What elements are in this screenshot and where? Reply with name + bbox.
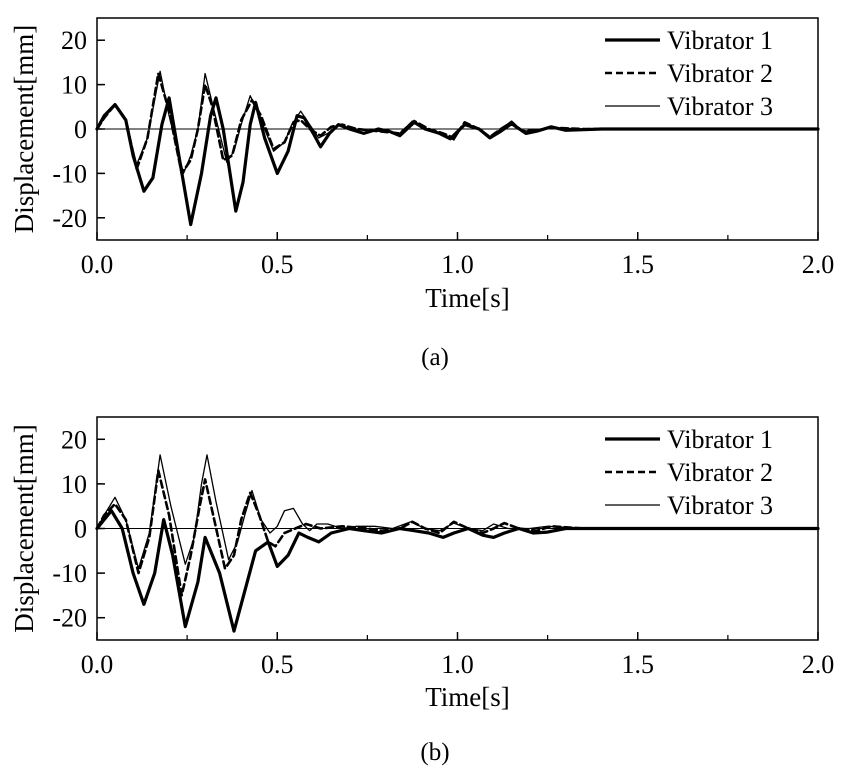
series-line-vibrator-3 — [96, 454, 819, 570]
x-tick-label: 1.0 — [441, 250, 474, 279]
x-tick-label: 1.5 — [622, 650, 655, 679]
series-line-vibrator-1 — [95, 96, 820, 227]
y-tick-label: 10 — [61, 71, 87, 100]
x-tick-label: 1.5 — [622, 250, 655, 279]
y-tick-label: 20 — [61, 26, 87, 55]
legend-label-vibrator-2: Vibrator 2 — [667, 458, 773, 487]
x-tick-label: 2.0 — [802, 650, 835, 679]
series-line-vibrator-3 — [96, 70, 819, 175]
y-tick-label: -20 — [52, 604, 87, 633]
y-tick-label: -10 — [52, 159, 87, 188]
y-tick-label: -20 — [52, 204, 87, 233]
panel-b: 0.0 0.5 1.0 1.5 2.0 20 10 0 -10 -20 Time[s] Displac… — [9, 416, 835, 766]
x-tick-label: 0.0 — [81, 250, 114, 279]
y-tick-label: 10 — [61, 470, 87, 499]
legend-label-vibrator-1: Vibrator 1 — [667, 425, 773, 454]
x-axis-title: Time[s] — [425, 283, 510, 313]
x-tick-label: 1.0 — [441, 650, 474, 679]
y-axis-title: Displacement[mm] — [9, 424, 39, 632]
x-tick-label: 0.5 — [261, 650, 294, 679]
legend-label-vibrator-3: Vibrator 3 — [667, 92, 773, 121]
series-line-vibrator-2 — [95, 469, 820, 597]
y-tick-label: 20 — [61, 425, 87, 454]
legend-label-vibrator-1: Vibrator 1 — [667, 26, 773, 55]
panel-caption: (b) — [420, 739, 449, 766]
series-line-vibrator-2 — [95, 72, 820, 175]
legend-label-vibrator-3: Vibrator 3 — [667, 491, 773, 520]
x-axis-title: Time[s] — [425, 682, 510, 712]
legend-label-vibrator-2: Vibrator 2 — [667, 59, 773, 88]
y-tick-label: 0 — [74, 115, 87, 144]
y-tick-label: -10 — [52, 559, 87, 588]
series-line-vibrator-1 — [95, 509, 820, 633]
panel-caption: (a) — [421, 344, 449, 371]
x-tick-label: 0.0 — [81, 650, 114, 679]
panel-a: 0.0 0.5 1.0 1.5 2.0 20 10 0 -10 -20 Time[s] Displac… — [9, 17, 835, 371]
x-tick-label: 2.0 — [802, 250, 835, 279]
y-axis-title: Displacement[mm] — [9, 25, 39, 233]
y-tick-label: 0 — [74, 515, 87, 544]
x-tick-label: 0.5 — [261, 250, 294, 279]
